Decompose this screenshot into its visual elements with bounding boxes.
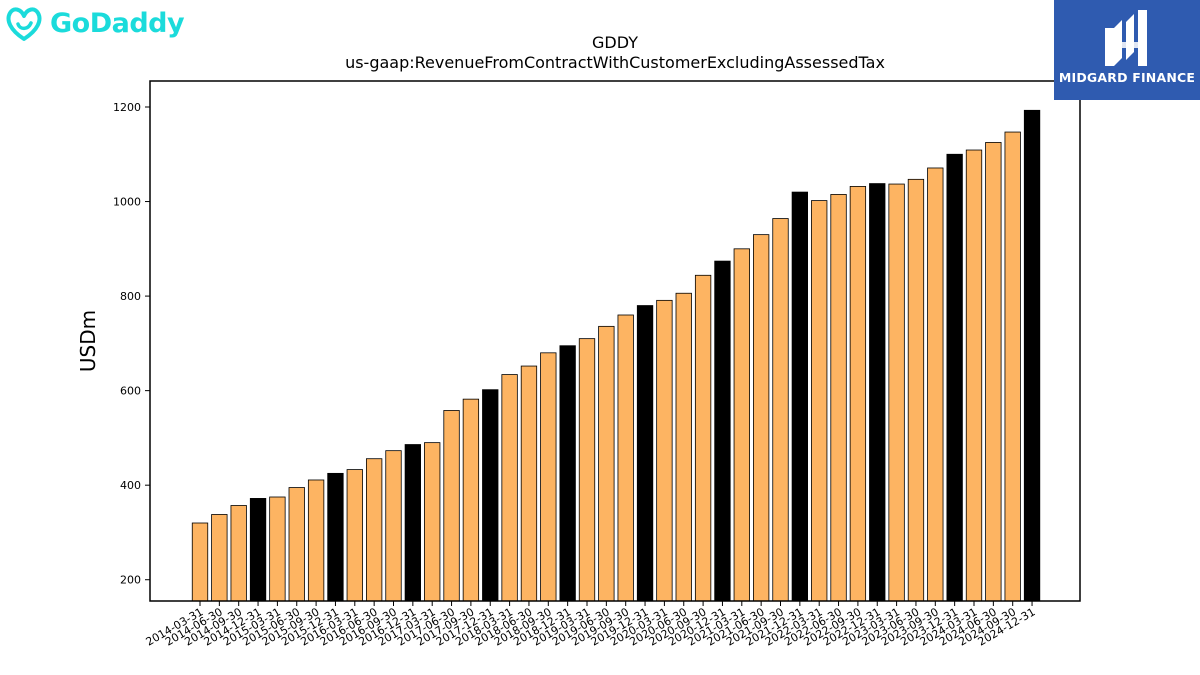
y-ticks-group: 200 400 600 800 1000 1200 [113,101,150,587]
bar-2021-12-31 [791,191,808,602]
bar-2024-12-31 [1023,109,1041,602]
y-axis-label: USDm [76,310,100,372]
bar-2015-03-31 [269,496,286,602]
bar-2021-03-31 [733,248,750,602]
bar-2023-09-30 [927,167,944,602]
plot-frame [149,80,1081,602]
bar-2014-12-31 [249,498,267,602]
godaddy-mark-icon [6,7,42,41]
bar-2019-09-30 [617,314,634,602]
x-ticks-group: 2014-03-312014-06-302014-09-302014-12-31… [144,601,1038,649]
bar-2018-03-31 [501,374,518,602]
bar-2018-06-30 [520,365,538,602]
bar-2016-09-30 [385,450,402,602]
bar-2019-12-31 [636,305,654,602]
bar-2015-12-31 [327,472,344,602]
bar-2023-03-31 [888,183,905,602]
godaddy-logo: GoDaddy [4,4,185,44]
bar-2024-06-30 [985,142,1002,602]
bar-2016-06-30 [365,458,383,602]
bar-2016-03-31 [346,469,363,602]
bar-2022-03-31 [811,200,828,602]
godaddy-wordmark: GoDaddy [50,8,185,39]
bar-2017-03-31 [424,442,441,602]
bar-2022-06-30 [830,194,847,602]
bar-2024-09-30 [1004,131,1021,602]
y-tick-label: 400 [120,479,141,492]
y-tick-label: 1200 [113,101,141,114]
bar-2020-09-30 [694,274,712,602]
bar-2022-12-31 [869,183,886,602]
bar-2014-06-30 [211,514,228,602]
bars-group [191,109,1041,602]
midgard-wordmark: MIDGARD FINANCE [1058,70,1196,85]
midgard-finance-logo: MIDGARD FINANCE [1054,0,1200,100]
bar-2020-06-30 [675,292,692,602]
bar-2019-03-31 [578,338,596,602]
bar-2024-03-31 [965,149,983,602]
bar-2017-06-30 [443,410,460,602]
bar-2015-06-30 [288,487,305,602]
bar-2023-06-30 [907,178,925,602]
bar-2020-03-31 [656,299,673,602]
bar-2018-12-31 [559,345,576,602]
y-tick-label: 800 [120,290,141,303]
bar-2017-09-30 [462,398,480,602]
midgard-mark-icon [1105,10,1147,66]
bar-2016-12-31 [404,444,422,602]
y-tick-label: 200 [120,574,141,587]
bar-2020-12-31 [714,260,731,602]
bar-2022-09-30 [849,186,867,602]
bar-2021-06-30 [753,234,770,602]
chart-subtitle: us-gaap:RevenueFromContractWithCustomerE… [345,53,885,72]
bar-2018-09-30 [540,352,557,602]
y-tick-label: 1000 [113,196,141,209]
chart-title: GDDY [592,33,638,52]
bar-2021-09-30 [772,218,789,602]
bar-2014-03-31 [191,522,209,602]
bar-2023-12-31 [946,153,963,602]
y-tick-label: 600 [120,385,141,398]
bar-2017-12-31 [482,389,499,602]
bar-2014-09-30 [230,505,247,602]
bar-2015-09-30 [307,479,325,602]
bar-2019-06-30 [598,325,615,602]
